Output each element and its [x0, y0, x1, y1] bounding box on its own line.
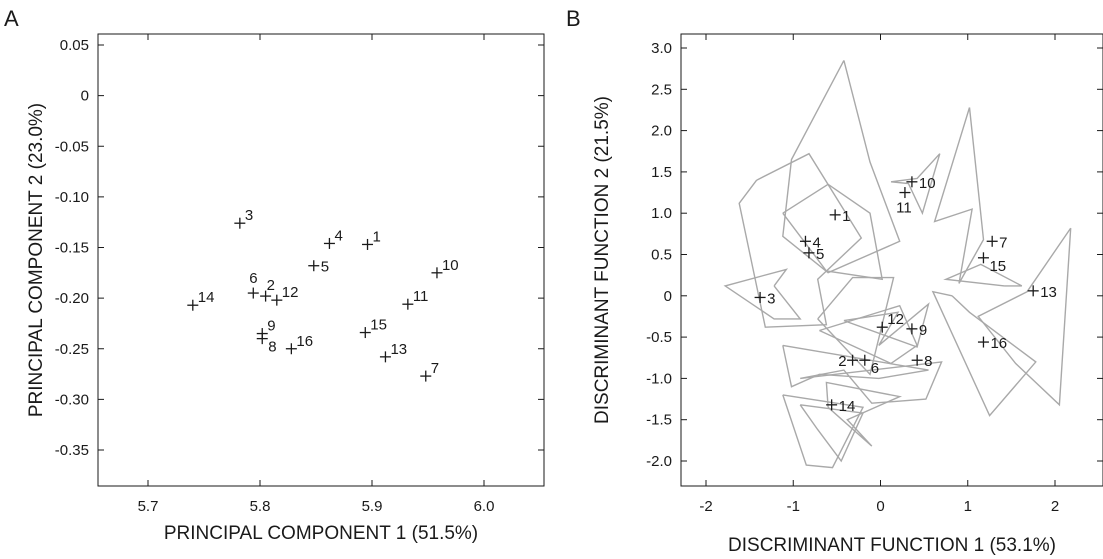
x-tick-label: 0 [876, 498, 884, 515]
data-point-label: 2 [267, 277, 275, 294]
x-tick-label: 6.0 [474, 498, 495, 515]
x-axis-title: PRINCIPAL COMPONENT 1 (51.5%) [164, 523, 478, 544]
y-tick-label: 0 [664, 288, 672, 305]
data-point-label: 8 [268, 339, 276, 356]
data-point-label: 5 [816, 246, 824, 263]
y-tick-label: 2.0 [651, 123, 672, 140]
data-point-label: 1 [373, 228, 381, 245]
data-point-label: 11 [896, 200, 912, 217]
data-point-label: 3 [245, 207, 253, 224]
group-hull-3 [738, 152, 863, 328]
data-point-label: 5 [321, 259, 329, 276]
data-point-label: 13 [1040, 284, 1057, 301]
y-tick-label: 1.0 [651, 205, 672, 222]
x-tick-label: -1 [787, 498, 800, 515]
data-point-label: 11 [413, 288, 429, 305]
y-tick-label: -0.05 [55, 138, 89, 155]
group-hull-6 [933, 107, 985, 284]
panel-b-label: B [566, 6, 581, 31]
data-point-label: 12 [887, 311, 904, 328]
group-hull-8 [943, 263, 1023, 287]
group-hull-16 [799, 404, 865, 463]
y-tick-label: -0.15 [55, 240, 89, 257]
data-point-label: 10 [919, 175, 936, 192]
x-tick-label: -2 [699, 498, 712, 515]
y-tick-label: 1.5 [651, 164, 672, 181]
data-point-label: 8 [924, 353, 932, 370]
x-tick-label: 5.7 [138, 498, 159, 515]
y-axis-title: DISCRIMINANT FUNCTION 2 (21.5%) [592, 96, 613, 424]
data-point-label: 12 [282, 284, 299, 301]
x-tick-label: 5.8 [250, 498, 271, 515]
y-tick-label: -0.20 [55, 290, 89, 307]
data-point-label: 6 [871, 360, 879, 377]
data-point-label: 15 [989, 258, 1006, 275]
data-point-label: 4 [812, 234, 820, 251]
group-hull-4 [782, 60, 901, 274]
x-axis-title: DISCRIMINANT FUNCTION 1 (53.1%) [728, 535, 1056, 556]
data-point-label: 16 [296, 333, 313, 350]
data-point-label: 13 [390, 341, 407, 358]
data-point-label: 6 [249, 270, 257, 287]
x-tick-label: 5.9 [362, 498, 383, 515]
group-hull-15 [825, 381, 903, 447]
x-tick-label: 1 [964, 498, 972, 515]
data-point-label: 16 [990, 335, 1007, 352]
y-tick-label: -2.0 [646, 453, 672, 470]
y-tick-label: -0.35 [55, 442, 89, 459]
y-tick-label: -0.5 [646, 329, 672, 346]
data-point-label: 9 [267, 318, 275, 335]
group-hull-1 [723, 268, 802, 320]
data-point-label: 2 [838, 353, 846, 370]
group-hull-2 [782, 183, 884, 281]
group-hull-17 [782, 394, 865, 469]
group-hull-5 [890, 153, 941, 216]
y-tick-label: -0.30 [55, 391, 89, 408]
data-point-label: 14 [198, 289, 215, 306]
data-point-label: 4 [334, 227, 342, 244]
y-tick-label: -1.5 [646, 412, 672, 429]
data-point-label: 14 [839, 398, 856, 415]
y-tick-label: 0 [81, 88, 89, 105]
data-point-label: 3 [767, 290, 775, 307]
y-axis-title: PRINCIPAL COMPONENT 2 (23.0%) [26, 103, 47, 417]
data-point-label: 1 [842, 208, 850, 225]
y-tick-label: 0.05 [60, 37, 89, 54]
data-point-label: 9 [919, 322, 927, 339]
group-hull-7 [977, 227, 1072, 407]
plot-frame [97, 33, 545, 487]
y-tick-label: -0.10 [55, 189, 89, 206]
group-hull-9 [931, 290, 1037, 417]
panel-a-label: A [4, 6, 19, 31]
y-tick-label: 0.5 [651, 247, 672, 264]
plot-frame [680, 33, 1103, 487]
data-point-label: 7 [999, 234, 1007, 251]
data-point-label: 7 [431, 360, 439, 377]
group-hull-13 [800, 361, 943, 404]
data-point-label: 10 [442, 257, 459, 274]
x-tick-label: 2 [1051, 498, 1059, 515]
y-tick-label: -1.0 [646, 370, 672, 387]
y-tick-label: 2.5 [651, 81, 672, 98]
chart-b: -2 -1 0 1 23.02.52.01.51.00.50-0.5-1.0-1.5-2… [592, 33, 1103, 556]
y-tick-label: -0.25 [55, 341, 89, 358]
chart-a: 5.7 5.8 5.9 6.0 0.05 0 -0.05 -0.10 -0.15 -0.20 -0.… [26, 33, 545, 544]
y-tick-label: 3.0 [651, 40, 672, 57]
data-point-label: 15 [370, 317, 387, 334]
group-hull-14 [843, 302, 930, 348]
